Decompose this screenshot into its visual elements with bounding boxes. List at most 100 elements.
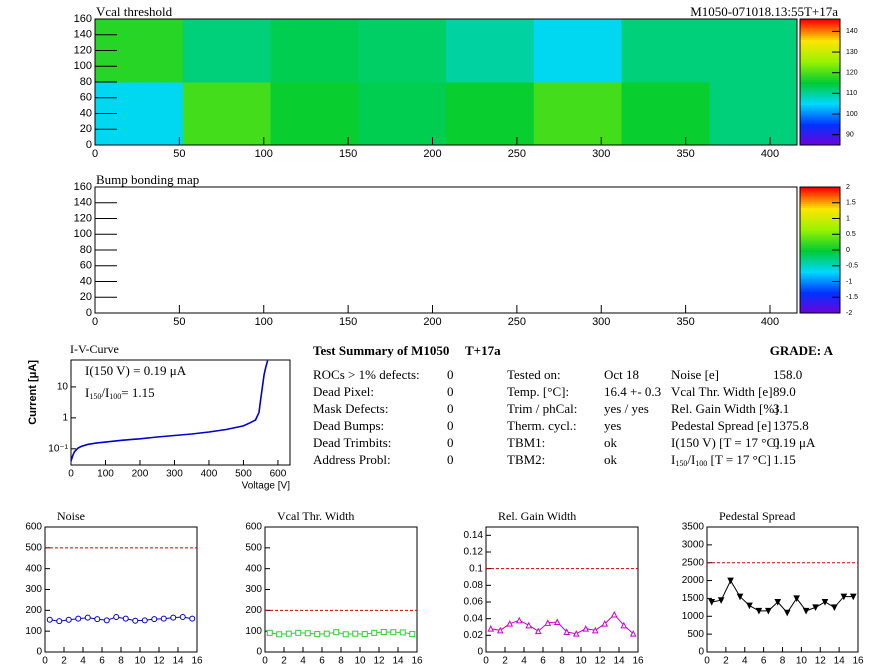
marker [793, 595, 800, 603]
x-tick-label: 100 [255, 148, 273, 160]
color-bar-band [800, 199, 840, 203]
color-bar-band [800, 82, 840, 85]
x-tick-label: 100 [97, 469, 114, 480]
summary-label: Trim / phCal: [507, 401, 577, 416]
color-bar-band [800, 75, 840, 79]
y-tick-label: 40 [80, 107, 92, 119]
color-bar-band [800, 128, 840, 131]
marker [727, 577, 734, 585]
marker [266, 629, 273, 636]
y-tick-label: 120 [74, 212, 92, 224]
summary-label: Mask Defects: [313, 401, 388, 416]
marker [132, 617, 139, 624]
color-bar-band [800, 35, 840, 39]
color-bar-band [800, 193, 840, 196]
marker [506, 620, 514, 627]
y-tick-label: 100 [25, 626, 42, 637]
x-tick-label: 16 [632, 656, 644, 667]
marker [113, 614, 120, 620]
color-bar-band [800, 212, 840, 215]
summary-title: Test Summary of M1050 [313, 343, 449, 358]
y-tick-label: 300 [25, 584, 42, 595]
y-tick-label: 0.04 [464, 613, 484, 624]
y-tick-label: 140 [74, 29, 92, 41]
y-tick-label: 0 [86, 307, 92, 319]
color-bar-band [800, 294, 840, 297]
subscript: 150 [89, 392, 101, 401]
color-bar-band [800, 268, 840, 272]
color-bar-band [800, 239, 840, 243]
heatmap-cell [533, 82, 622, 146]
x-tick-label: 16 [191, 656, 203, 667]
text: /I [101, 385, 109, 400]
summary-label: Address Probl: [313, 452, 391, 467]
color-bar-band [800, 134, 840, 138]
color-bar-band [800, 142, 840, 146]
color-bar-band [800, 63, 840, 66]
y-tick-label: 140 [74, 197, 92, 209]
y-tick-label: 0 [477, 647, 483, 658]
y-tick-label: 60 [80, 260, 92, 272]
summary-value: 0 [447, 452, 454, 467]
color-bar-band [800, 289, 840, 293]
color-bar-band [800, 203, 840, 207]
marker [333, 629, 340, 636]
color-bar-band [800, 136, 840, 140]
color-bar-band [800, 25, 840, 28]
data-line [490, 613, 634, 635]
color-bar-band [800, 245, 840, 249]
color-bar-band [800, 226, 840, 230]
y-tick-label: 2500 [682, 557, 705, 568]
color-bar-band [800, 27, 840, 30]
x-tick-label: 200 [132, 469, 149, 480]
y-tick-label: 200 [25, 605, 42, 616]
marker [746, 602, 753, 610]
x-tick-label: 350 [676, 316, 694, 328]
heatmap-cell [270, 19, 359, 83]
color-bar-band [800, 216, 840, 219]
x-tick-label: 6 [319, 656, 325, 667]
x-tick-label: 2 [502, 656, 508, 667]
x-tick-label: 50 [173, 148, 185, 160]
y-tick-label: 0.12 [464, 547, 484, 558]
x-tick-label: 250 [508, 148, 526, 160]
y-tick-label: 20 [80, 123, 92, 135]
x-tick-label: 0 [68, 469, 74, 480]
marker [591, 626, 599, 634]
x-tick-label: 350 [676, 148, 694, 160]
y-tick-label: 1500 [682, 593, 705, 604]
color-bar-band [800, 130, 840, 133]
x-tick-label: 8 [780, 656, 786, 667]
y-tick-label: 1 [62, 413, 68, 424]
marker [342, 631, 349, 638]
heatmap-cell [621, 19, 710, 83]
color-bar-label: -0.5 [846, 263, 858, 270]
summary-label: TBM1: [507, 435, 545, 450]
color-bar-band [800, 235, 840, 238]
x-tick-label: 12 [815, 656, 827, 667]
y-tick-label: 0 [36, 647, 42, 658]
summary-value: 89.0 [773, 384, 796, 399]
color-bar-band [800, 254, 840, 257]
summary-value: 0 [447, 401, 454, 416]
x-tick-label: 14 [613, 656, 625, 667]
marker [765, 607, 772, 615]
color-bar-band [800, 243, 840, 247]
text: I(150 V) = 0.19 μA [85, 363, 187, 378]
x-tick-label: 250 [508, 316, 526, 328]
x-tick-label: 200 [423, 316, 441, 328]
x-tick-label: 10 [575, 656, 587, 667]
x-tick-label: 16 [852, 656, 864, 667]
summary-value: 0 [447, 418, 454, 433]
y-tick-label: 2000 [682, 575, 705, 586]
y-tick-label: 400 [245, 563, 262, 574]
chart-title: Vcal Thr. Width [277, 509, 354, 523]
summary-label: ROCs > 1% defects: [313, 367, 420, 382]
y-tick-label: 0.14 [464, 530, 484, 541]
color-bar-band [800, 214, 840, 217]
color-bar-band [800, 271, 840, 274]
color-bar-band [800, 298, 840, 301]
color-bar-label: 0.5 [846, 231, 856, 238]
heatmap-cell [358, 82, 447, 146]
marker [122, 615, 129, 622]
